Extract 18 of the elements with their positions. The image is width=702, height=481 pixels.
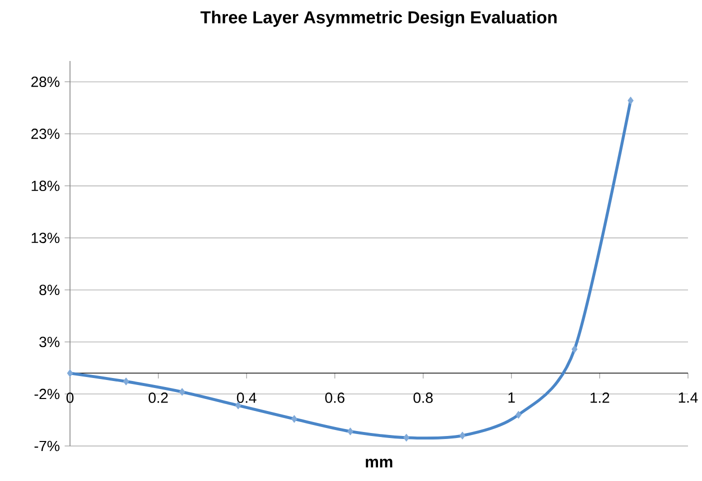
x-tick-label: 1	[508, 392, 515, 403]
x-tick-label: 0.6	[325, 392, 344, 403]
y-tick-label: 3%	[39, 336, 60, 348]
y-tick-label: -7%	[34, 440, 60, 452]
x-tick-label: 1.4	[678, 392, 698, 403]
y-tick-label: 13%	[32, 232, 60, 244]
x-tick-label: 0.8	[414, 392, 433, 403]
y-tick-label: -2%	[34, 388, 60, 400]
x-tick-label: 0	[66, 392, 74, 403]
x-tick-label: 1.2	[590, 392, 610, 403]
x-axis-title: mm	[366, 458, 392, 468]
y-tick-label: 18%	[32, 180, 60, 192]
chart-title: Three Layer Asymmetric Design Evaluation	[200, 10, 557, 27]
x-tick-label: 0.4	[236, 392, 256, 403]
x-tick-label: 0.2	[148, 392, 168, 403]
y-tick-label: 23%	[31, 128, 60, 140]
y-tick-label: 28%	[31, 76, 60, 87]
y-tick-label: 8%	[39, 284, 60, 296]
